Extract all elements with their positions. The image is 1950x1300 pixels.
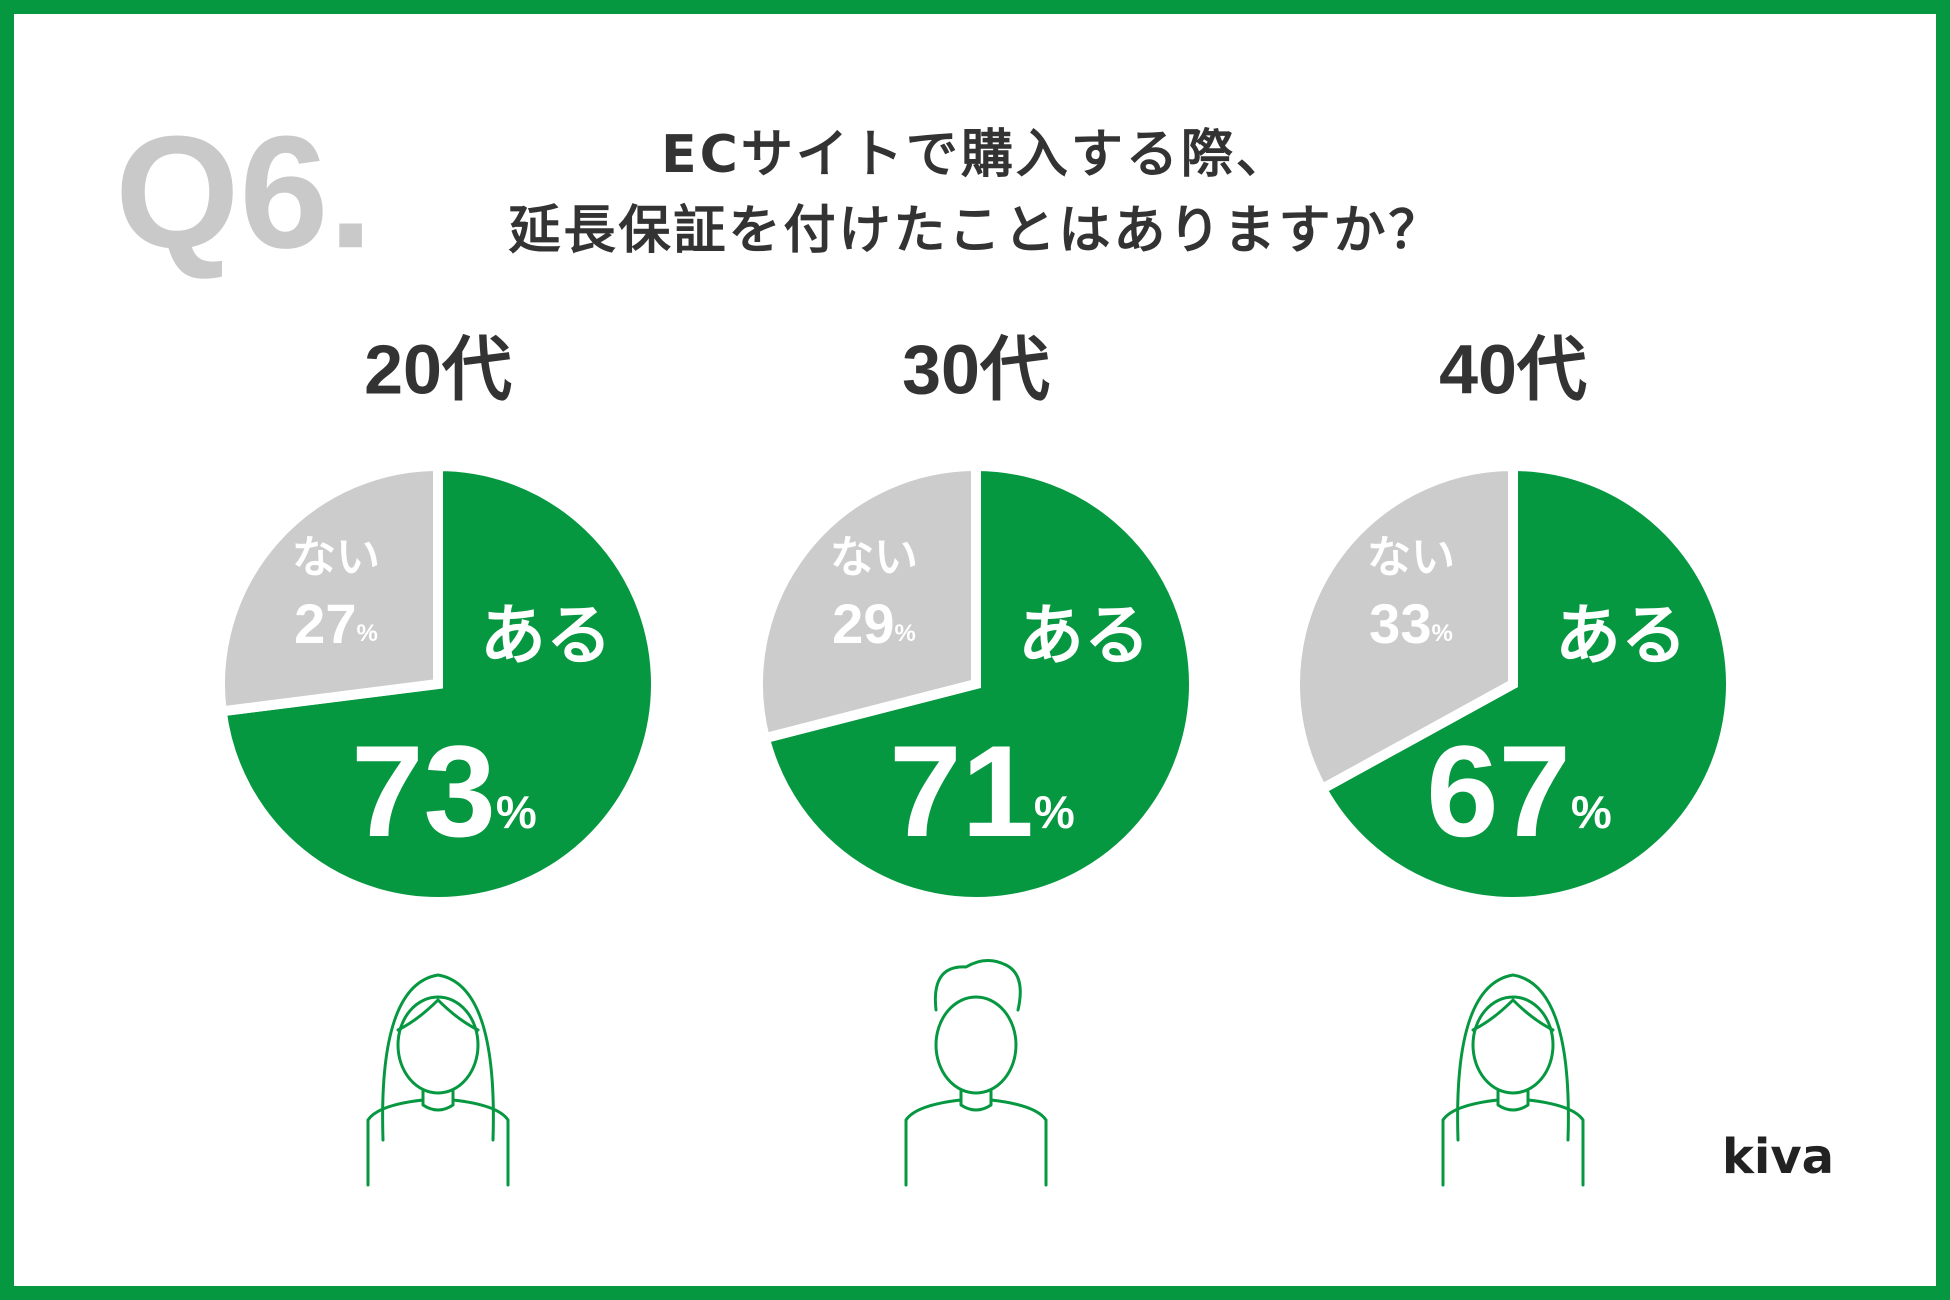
slice-value-label: 73% [351, 718, 537, 864]
chart-title: 40代 [1439, 330, 1587, 408]
question-number: Q6. [115, 102, 373, 281]
chart-title: 20代 [364, 330, 512, 408]
person-icon [904, 959, 1048, 1187]
slice-value-label: 27% [294, 592, 378, 655]
person-icon [366, 973, 510, 1187]
question-title: ECサイトで購入する際、 [661, 125, 1291, 185]
slice-category-label: ある [1555, 597, 1687, 674]
pie-slice [1290, 460, 1518, 796]
pie-slice [215, 460, 443, 717]
question-title: 延長保証を付けたことはありますか？ [508, 201, 1443, 261]
pie-slice [753, 460, 981, 745]
slice-value-label: 67% [1426, 718, 1612, 864]
slice-category-label: ない [292, 532, 380, 583]
brand-logo: kiva [1722, 1129, 1834, 1185]
slice-category-label: ある [480, 597, 612, 674]
slice-value-label: 33% [1369, 592, 1453, 655]
pie-slice [1315, 460, 1737, 907]
slice-category-label: ある [1018, 597, 1150, 674]
slice-value-label: 29% [832, 592, 916, 655]
slice-value-label: 71% [889, 718, 1075, 864]
chart-title: 30代 [902, 330, 1050, 408]
slice-category-label: ない [830, 532, 918, 583]
slice-category-label: ない [1367, 532, 1455, 583]
person-icon [1441, 973, 1585, 1187]
